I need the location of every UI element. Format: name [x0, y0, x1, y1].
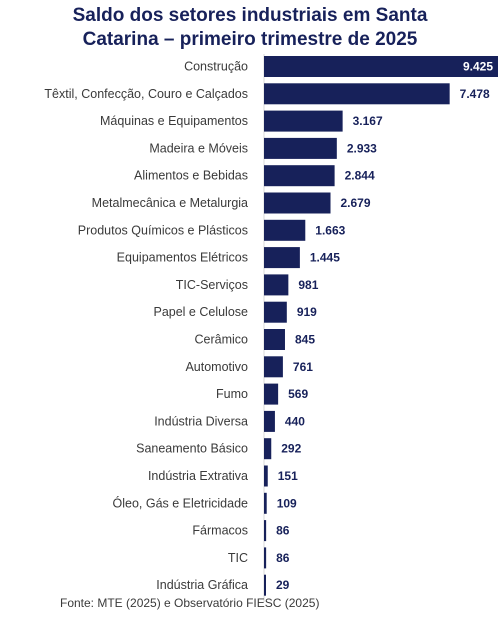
data-label: 1.663	[315, 223, 345, 237]
bar	[264, 520, 267, 542]
data-label: 2.844	[345, 169, 375, 183]
bar	[264, 547, 267, 569]
bar	[264, 219, 306, 241]
data-label: 761	[293, 360, 313, 374]
data-label: 2.933	[347, 141, 377, 155]
category-label: TIC	[228, 551, 248, 565]
bar	[264, 301, 287, 323]
bar	[264, 383, 279, 405]
bar	[264, 438, 272, 460]
category-label: Produtos Químicos e Plásticos	[78, 223, 248, 237]
category-label: Fumo	[216, 387, 248, 401]
chart-title-line-2: Catarina – primeiro trimestre de 2025	[82, 29, 418, 50]
category-label: Cerâmico	[195, 333, 249, 347]
data-label: 1.445	[310, 251, 340, 265]
category-label: Indústria Extrativa	[148, 469, 248, 483]
category-label: Saneamento Básico	[136, 442, 248, 456]
category-label: TIC-Serviços	[176, 278, 248, 292]
bar	[264, 492, 267, 514]
category-label: Madeira e Móveis	[149, 141, 248, 155]
data-label: 86	[276, 551, 290, 565]
data-label: 29	[276, 578, 290, 592]
category-label: Óleo, Gás e Eletricidade	[113, 495, 249, 510]
category-label: Indústria Diversa	[154, 414, 248, 428]
bar	[264, 83, 450, 105]
bar	[264, 465, 268, 487]
bar	[264, 165, 335, 187]
data-label: 2.679	[341, 196, 371, 210]
category-label: Têxtil, Confecção, Couro e Calçados	[44, 87, 248, 101]
data-label: 3.167	[353, 114, 383, 128]
category-label: Fármacos	[192, 524, 248, 538]
bar	[264, 192, 331, 214]
bar	[264, 329, 285, 350]
bar	[264, 356, 283, 378]
data-label: 151	[278, 469, 298, 483]
data-label: 109	[277, 496, 297, 510]
data-label: 919	[297, 305, 317, 319]
bar	[264, 574, 266, 596]
bar	[264, 137, 337, 159]
bar	[264, 274, 289, 296]
bar	[264, 247, 300, 269]
data-label: 86	[276, 524, 290, 538]
data-label: 569	[288, 387, 308, 401]
bar	[264, 410, 275, 432]
data-label: 440	[285, 414, 305, 428]
data-label: 845	[295, 333, 315, 347]
category-label: Automotivo	[185, 360, 248, 374]
source-note: Fonte: MTE (2025) e Observatório FIESC (…	[60, 596, 320, 610]
data-label: 7.478	[460, 87, 490, 101]
data-label: 9.425	[463, 60, 493, 74]
chart-title-line-1: Saldo dos setores industriais em Santa	[72, 5, 428, 26]
data-label: 981	[298, 278, 318, 292]
category-label: Construção	[184, 60, 248, 74]
category-label: Equipamentos Elétricos	[117, 251, 248, 265]
category-label: Metalmecânica e Metalurgia	[92, 196, 248, 210]
category-label: Indústria Gráfica	[156, 578, 248, 592]
data-label: 292	[281, 442, 301, 456]
category-label: Alimentos e Bebidas	[134, 169, 248, 183]
chart-title: Saldo dos setores industriais em Santa C…	[0, 4, 500, 52]
category-label: Papel e Celulose	[153, 305, 248, 319]
bar	[264, 56, 498, 77]
bar	[264, 110, 343, 132]
category-label: Máquinas e Equipamentos	[100, 114, 248, 128]
